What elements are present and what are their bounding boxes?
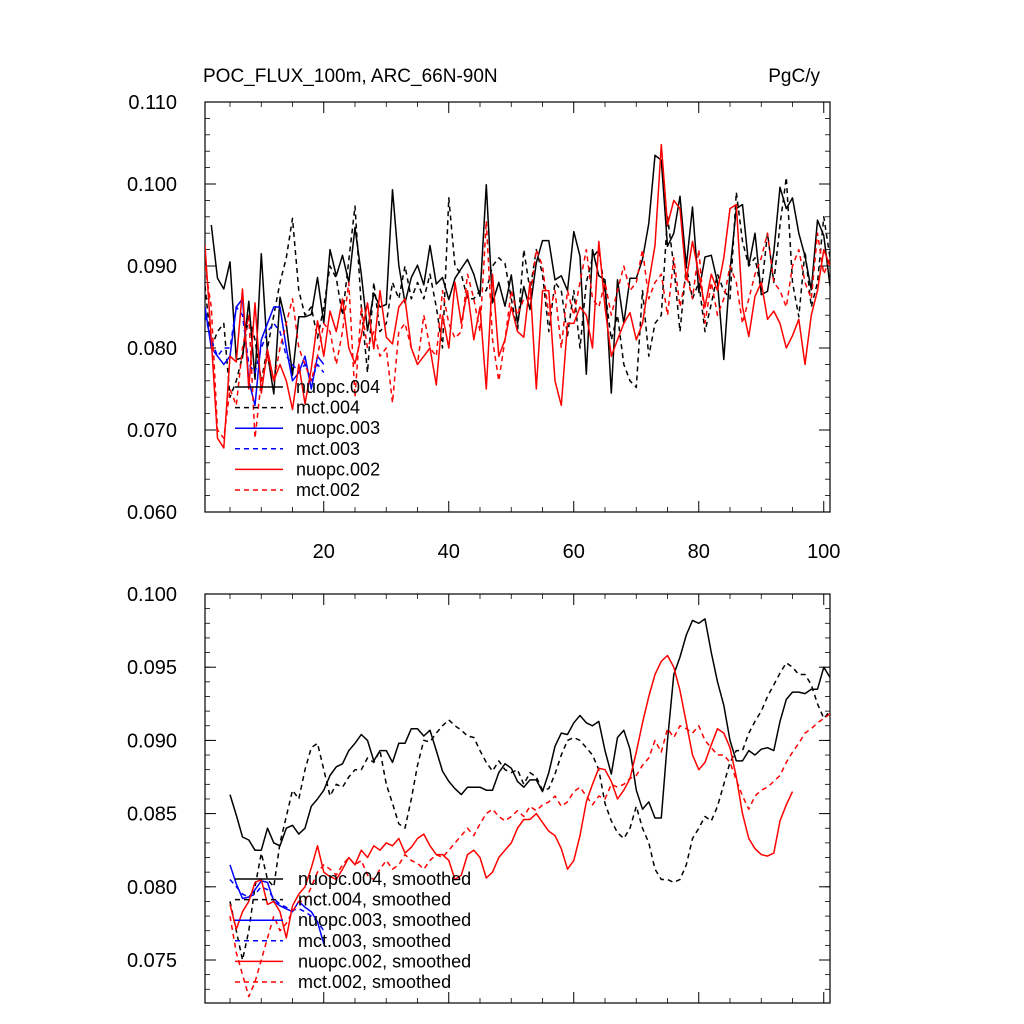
- legend-label: nuopc.003, smoothed: [298, 910, 471, 930]
- chart-title: POC_FLUX_100m, ARC_66N-90N: [203, 66, 498, 87]
- series-line-nuopc-003-smoothed: [229, 864, 325, 945]
- y-tick-label: 0.080: [127, 338, 177, 360]
- x-tick-label: 60: [563, 541, 585, 563]
- legend-label: mct.004, smoothed: [298, 890, 451, 910]
- top-panel: POC_FLUX_100m, ARC_66N-90N PgC/y 0.060 0.…: [127, 66, 841, 563]
- legend-label: mct.003, smoothed: [298, 931, 451, 951]
- legend-label: nuopc.002: [296, 459, 380, 479]
- y-tick-label: 0.080: [127, 877, 177, 899]
- series-line-mct-004-smoothed: [229, 662, 830, 961]
- legend-label: nuopc.004: [296, 377, 380, 397]
- y-tick-label: 0.100: [127, 584, 177, 606]
- series-line-mct-004: [205, 176, 830, 398]
- y-tick-label: 0.060: [127, 502, 177, 524]
- series-line-mct-002-smoothed: [229, 713, 830, 998]
- x-tick-label: 100: [807, 541, 840, 563]
- x-tick-label: 20: [313, 541, 335, 563]
- legend-label: mct.002: [296, 480, 360, 500]
- series-line-nuopc-003: [205, 298, 325, 407]
- y-tick-label: 0.095: [127, 657, 177, 679]
- series-line-mct-003-smoothed: [229, 879, 325, 932]
- series-line-nuopc-002: [205, 143, 830, 449]
- plot-frame: [204, 593, 831, 1004]
- y-tick-label: 0.070: [127, 420, 177, 442]
- y-tick-label: 0.100: [127, 174, 177, 196]
- x-tick-label: 80: [688, 541, 710, 563]
- legend-label: nuopc.003: [296, 418, 380, 438]
- units-label: PgC/y: [768, 66, 820, 87]
- y-tick-label: 0.085: [127, 804, 177, 826]
- legend-label: nuopc.002, smoothed: [298, 951, 471, 971]
- y-tick-label: 0.110: [128, 92, 177, 114]
- y-tick-label: 0.075: [127, 950, 177, 972]
- series-line-nuopc-002-smoothed: [229, 654, 794, 939]
- y-tick-label: 0.090: [127, 256, 177, 278]
- legend-label: nuopc.004, smoothed: [298, 869, 471, 889]
- series-line-mct-003: [205, 306, 325, 382]
- y-tick-label: 0.090: [127, 730, 177, 752]
- series-line-nuopc-004: [210, 154, 830, 395]
- legend-label: mct.003: [296, 439, 360, 459]
- legend-label: mct.002, smoothed: [298, 972, 451, 992]
- bottom-panel: 0.075 0.080 0.085 0.090 0.095 0.100 nuopc.004,…: [127, 584, 831, 1004]
- legend-label: mct.004: [296, 398, 360, 418]
- series-line-nuopc-004-smoothed: [229, 618, 830, 851]
- x-tick-label: 40: [438, 541, 460, 563]
